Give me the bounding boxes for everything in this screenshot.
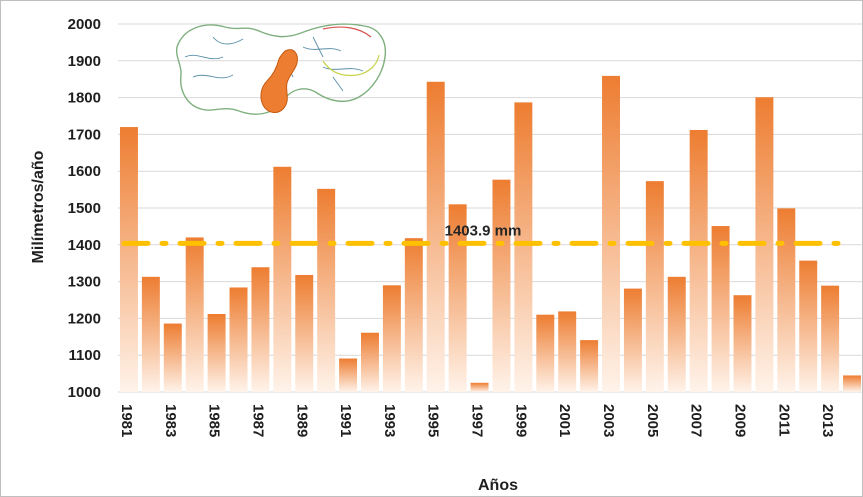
y-tick-label: 1200 (68, 310, 101, 327)
bar-1987 (251, 267, 270, 392)
x-tick-label: 1991 (337, 404, 354, 437)
y-tick-label: 1700 (68, 126, 101, 143)
bar-2002 (580, 340, 599, 392)
y-tick-labels: 1000 1100 1200 1300 1400 1500 1600 1700 1800 1900… (68, 16, 101, 401)
bar-1986 (229, 287, 248, 392)
x-tick-label: 1983 (162, 404, 179, 437)
bar-2001 (558, 311, 577, 392)
x-tick-label: 1999 (512, 404, 529, 437)
bar-1984 (185, 237, 204, 392)
x-tick-label: 1989 (293, 404, 310, 437)
bar-2012 (799, 260, 818, 392)
y-tick-label: 1600 (68, 163, 101, 180)
x-tick-label: 1987 (249, 404, 266, 437)
bar-1981 (119, 127, 138, 392)
y-tick-label: 1400 (68, 237, 101, 254)
bar-1990 (317, 188, 336, 392)
x-axis-title: Años (478, 477, 518, 494)
bar-1994 (404, 238, 423, 392)
bar-1982 (141, 276, 160, 392)
bar-2007 (689, 129, 708, 392)
bar-1992 (361, 332, 379, 392)
bar-1988 (273, 166, 292, 392)
y-tick-label: 1300 (68, 274, 101, 291)
y-tick-label: 1500 (68, 200, 101, 217)
bar-2000 (536, 314, 555, 392)
bar-1997 (470, 382, 489, 392)
bar-2005 (645, 181, 664, 392)
y-tick-label: 1900 (68, 53, 101, 70)
bars (119, 75, 862, 393)
bar-1998 (492, 179, 511, 392)
bar-2013 (821, 285, 840, 392)
x-tick-label: 2003 (600, 404, 617, 437)
bar-2011 (777, 208, 796, 392)
bar-2009 (733, 295, 752, 392)
bar-2014 (843, 375, 862, 392)
y-tick-label: 1100 (68, 347, 101, 364)
bar-2003 (602, 75, 620, 392)
y-tick-label: 1000 (68, 384, 101, 401)
bar-1983 (163, 323, 182, 392)
x-tick-label: 2005 (644, 404, 661, 437)
x-tick-label: 2013 (819, 404, 836, 437)
bar-1996 (448, 204, 467, 392)
bar-1993 (382, 285, 401, 392)
x-tick-label: 1993 (381, 404, 398, 437)
x-tick-label: 2009 (731, 404, 748, 437)
bar-1995 (426, 81, 445, 392)
x-tick-label: 1995 (425, 404, 442, 437)
x-tick-label: 2001 (556, 404, 573, 437)
y-axis-title: Milímetros/año (30, 150, 47, 263)
y-tick-label: 1800 (68, 90, 101, 107)
bar-1999 (514, 102, 533, 392)
bar-1985 (207, 313, 226, 392)
region-map-icon (175, 23, 387, 115)
y-tick-label: 2000 (68, 16, 101, 33)
x-tick-label: 2007 (688, 404, 705, 437)
mean-label: 1403.9 mm (445, 222, 522, 239)
x-tick-label: 1981 (118, 404, 135, 437)
x-tick-label: 1985 (206, 404, 223, 437)
bar-2004 (623, 288, 642, 392)
bar-2006 (667, 276, 686, 392)
mean-line: 1403.9 mm (121, 222, 848, 246)
bar-1989 (295, 274, 314, 392)
bar-2008 (711, 226, 730, 392)
bar-1991 (339, 358, 358, 392)
x-tick-label: 2011 (775, 404, 792, 437)
x-tick-labels: 1981 1983 1985 1987 1989 1991 1993 1995 1997 1999… (118, 404, 836, 437)
x-tick-label: 1997 (469, 404, 486, 437)
